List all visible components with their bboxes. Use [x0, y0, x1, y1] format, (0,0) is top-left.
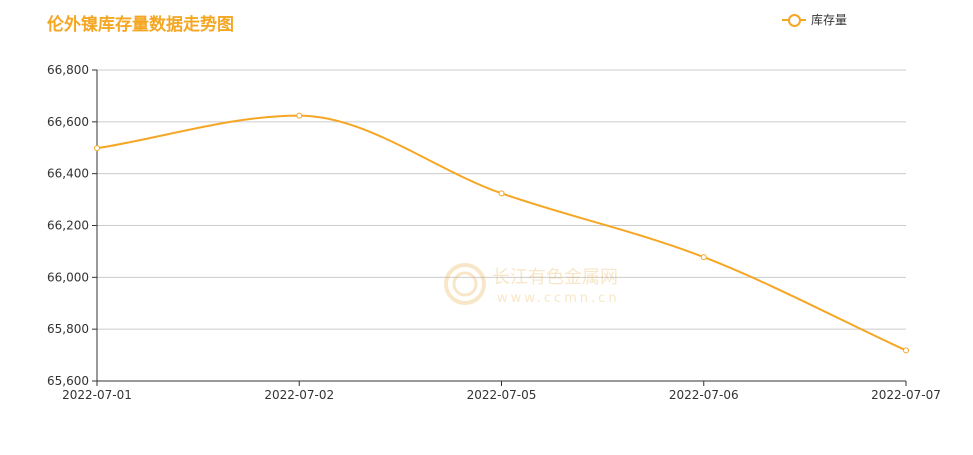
grid-layer — [97, 69, 906, 330]
legend-label: 库存量 — [811, 13, 848, 27]
data-point[interactable] — [903, 347, 909, 354]
y-tick-label: 66,200 — [47, 219, 89, 233]
watermark-logo-icon — [444, 263, 486, 305]
x-tick-label: 2022-07-01 — [62, 388, 132, 402]
data-point[interactable] — [498, 190, 505, 197]
series-line — [96, 114, 907, 352]
y-tick-label: 66,000 — [47, 270, 89, 284]
axis-layer — [92, 69, 907, 386]
watermark: 长江有色金属网 www.ccmn.cn — [444, 263, 620, 306]
x-tick-label: 2022-07-05 — [467, 388, 537, 402]
legend-line-circle-icon — [782, 13, 806, 27]
y-tick-label: 65,800 — [47, 322, 89, 336]
y-tick-label: 65,600 — [47, 374, 89, 388]
x-tick-label: 2022-07-07 — [871, 388, 941, 402]
y-tick-label: 66,400 — [47, 167, 89, 181]
data-point[interactable] — [94, 145, 100, 152]
x-tick-label: 2022-07-06 — [669, 388, 739, 402]
label-layer: 65,600 65,800 66,000 66,200 66,400 66,600 66,8… — [47, 63, 941, 402]
legend[interactable]: 库存量 — [782, 11, 847, 28]
watermark-name: 长江有色金属网 — [492, 267, 618, 288]
data-point[interactable] — [296, 112, 303, 119]
series-layer — [94, 112, 909, 354]
y-tick-label: 66,600 — [47, 115, 89, 129]
chart-title: 伦外镍库存量数据走势图 — [47, 15, 234, 35]
x-tick-label: 2022-07-02 — [264, 388, 334, 402]
data-point[interactable] — [700, 254, 707, 261]
y-tick-label: 66,800 — [47, 63, 89, 77]
watermark-url: www.ccmn.cn — [497, 291, 620, 306]
